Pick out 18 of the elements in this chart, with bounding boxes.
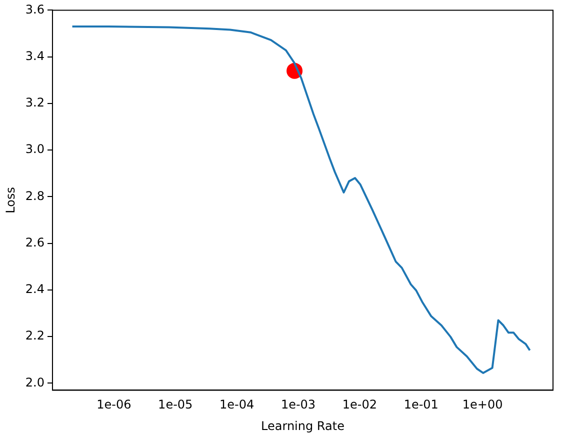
- y-tick-label: 2.0: [25, 375, 44, 390]
- x-tick-label: 1e-01: [404, 398, 438, 412]
- x-axis-title: Learning Rate: [261, 418, 344, 433]
- y-tick-label: 3.2: [25, 96, 44, 110]
- y-tick-label: 2.6: [25, 235, 44, 250]
- x-tick-label: 1e-05: [158, 398, 193, 412]
- y-tick-label: 3.4: [25, 48, 44, 63]
- y-tick-label: 3.6: [25, 2, 44, 16]
- x-tick-label: 1e-03: [280, 398, 316, 412]
- y-tick-label: 2.8: [25, 188, 44, 203]
- y-tick-label: 2.4: [25, 282, 44, 296]
- x-tick-label: 1e+00: [462, 398, 503, 412]
- y-tick-label: 2.2: [25, 328, 44, 343]
- x-tick-label: 1e-04: [220, 398, 254, 412]
- x-tick-label: 1e-02: [342, 398, 378, 412]
- y-tick-label: 3.0: [25, 142, 44, 156]
- x-tick-label: 1e-06: [96, 398, 132, 412]
- y-axis-title: Loss: [3, 187, 18, 214]
